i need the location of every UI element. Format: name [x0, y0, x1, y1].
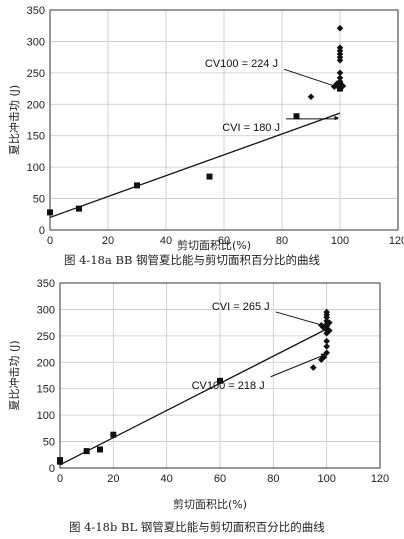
chart1-y-tick-label: 250: [27, 68, 45, 80]
chart2-data-point-diamond: [323, 314, 330, 321]
chart2-x-tick-label: 80: [267, 473, 279, 485]
chart2-annotation-label: CVI = 265 J: [212, 301, 270, 313]
chart1-y-tick-label: 200: [27, 99, 45, 111]
chart2-y-tick-label: 100: [37, 410, 55, 422]
chart1-annotation-leader: [283, 68, 339, 88]
chart1-y-tick-label: 300: [27, 36, 45, 48]
chart2-x-tick-label: 40: [161, 473, 173, 485]
chart1-data-point-square: [206, 173, 213, 180]
chart1-x-tick-label: 120: [389, 235, 404, 247]
chart2-y-tick-label: 350: [37, 278, 55, 290]
chart1-x-tick-label: 60: [218, 235, 230, 247]
chart1-data-point-diamond: [307, 93, 315, 101]
chart1-annotation-label: CV100 = 224 J: [205, 58, 278, 70]
chart1-x-tick-label: 40: [160, 235, 172, 247]
chart2-y-tick-label: 200: [37, 357, 55, 369]
chart2-data-point-square: [217, 377, 223, 384]
chart1-annotation-arrowhead: [334, 84, 339, 89]
chart2-annotation-arrowhead: [320, 353, 326, 358]
chart1-y-tick-label: 0: [39, 225, 45, 237]
chart2-data-point-square: [110, 431, 117, 438]
chart2-data-point-square: [97, 446, 103, 453]
chart1-y-axis-title: 夏比冲击功 (J): [7, 85, 21, 155]
chart1-x-axis-title: 剪切面积比(%): [177, 238, 251, 252]
chart2-annotation-leader: [275, 311, 325, 327]
chart2-data-point-square: [83, 448, 90, 455]
chart1-data-point-diamond: [333, 80, 341, 87]
chart2-x-tick-label: 120: [371, 473, 389, 485]
chart2-data-point-diamond: [326, 319, 333, 326]
chart1-annotation-arrowhead: [334, 115, 339, 121]
chart2-data-point-diamond: [323, 329, 330, 337]
chart1-x-tick-label: 80: [276, 235, 288, 247]
chart1-y-tick-label: 100: [27, 162, 45, 174]
chart1-y-tick-label: 150: [27, 131, 45, 143]
chart2-x-axis-title: 剪切面积比(%): [173, 497, 247, 511]
chart2-annotation-arrowhead: [320, 323, 326, 328]
chart2-y-tick-label: 150: [37, 384, 55, 396]
chart1-data-point-diamond: [336, 24, 344, 32]
chart2-y-tick-label: 50: [43, 437, 55, 449]
chart1-data-point-square: [47, 209, 53, 216]
chart1-fit-line: [49, 112, 341, 219]
chart2-annotation-leader: [270, 354, 325, 378]
chart2-x-tick-label: 20: [107, 473, 119, 485]
chart1-data-point-diamond: [336, 74, 344, 82]
caption-bottom: 图 4-18b BL 钢管夏比能与剪切面积百分比的曲线: [69, 520, 325, 534]
chart2-data-point-diamond: [310, 364, 317, 371]
chart2-y-tick-label: 250: [37, 331, 55, 343]
chart1-annotation-label: CVI = 180 J: [222, 122, 280, 134]
chart1-data-point-diamond: [339, 82, 347, 90]
chart2-x-tick-label: 0: [57, 473, 63, 485]
chart1-y-tick-label: 50: [33, 194, 45, 206]
chart1-plot-frame: [49, 9, 399, 231]
caption-top: 图 4-18a BB 钢管夏比能与剪切面积百分比的曲线: [64, 253, 321, 267]
chart2-data-point-diamond: [323, 349, 330, 357]
chart2-y-axis-title: 夏比冲击功 (J): [7, 340, 21, 410]
chart1-x-tick-label: 100: [331, 235, 349, 247]
chart2-data-point-square: [57, 458, 63, 465]
chart2-x-tick-label: 100: [317, 473, 335, 485]
chart1-data-point-square: [76, 205, 82, 212]
chart2-y-tick-label: 300: [37, 304, 55, 316]
chart1-data-point-diamond: [336, 69, 344, 77]
chart1-x-tick-label: 0: [47, 235, 53, 247]
chart1-x-tick-label: 20: [102, 235, 114, 247]
chart1-data-point-square: [134, 182, 140, 189]
chart1-y-tick-label: 350: [27, 5, 45, 17]
chart2-annotation-label: CV100 = 218 J: [192, 380, 265, 392]
chart2-y-tick-label: 0: [49, 463, 55, 475]
chart2-data-point-diamond: [323, 337, 330, 345]
chart2-fit-line: [59, 328, 327, 466]
chart2-data-point-diamond: [323, 343, 330, 350]
chart1-data-point-diamond: [336, 56, 344, 64]
chart1-data-point-square: [293, 113, 300, 120]
chart2-data-point-diamond: [326, 327, 333, 334]
chart2-plot-frame: [59, 282, 381, 469]
chart2-x-tick-label: 60: [214, 473, 226, 485]
